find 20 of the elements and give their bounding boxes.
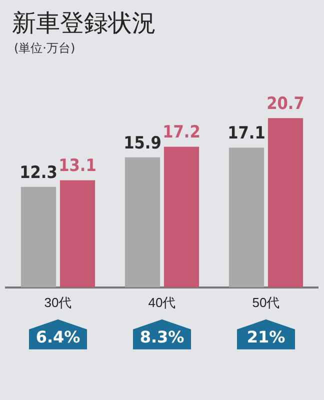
bar [20,186,56,288]
text: 8.3% [140,328,184,347]
data-label: 20.7 [266,94,304,114]
data-label: 13.1 [58,156,96,176]
chart-title: 新車登録状況 [11,8,157,38]
data-label: 12.3 [20,162,58,183]
text: 6.4% [36,328,80,347]
chart-subtitle: (単位·万台) [13,40,76,57]
bar [60,180,96,288]
data-label: 17.1 [228,124,266,144]
bar [228,148,264,288]
bar [124,157,160,288]
bar [268,118,304,288]
x-tick-label: 30代 [44,294,72,310]
data-label: 17.2 [162,122,200,143]
data-label: 15.9 [124,133,162,154]
x-tick-label: 50代 [252,294,280,310]
x-tick-label: 40代 [148,294,176,310]
bar [164,146,200,288]
text: 21% [246,328,286,347]
